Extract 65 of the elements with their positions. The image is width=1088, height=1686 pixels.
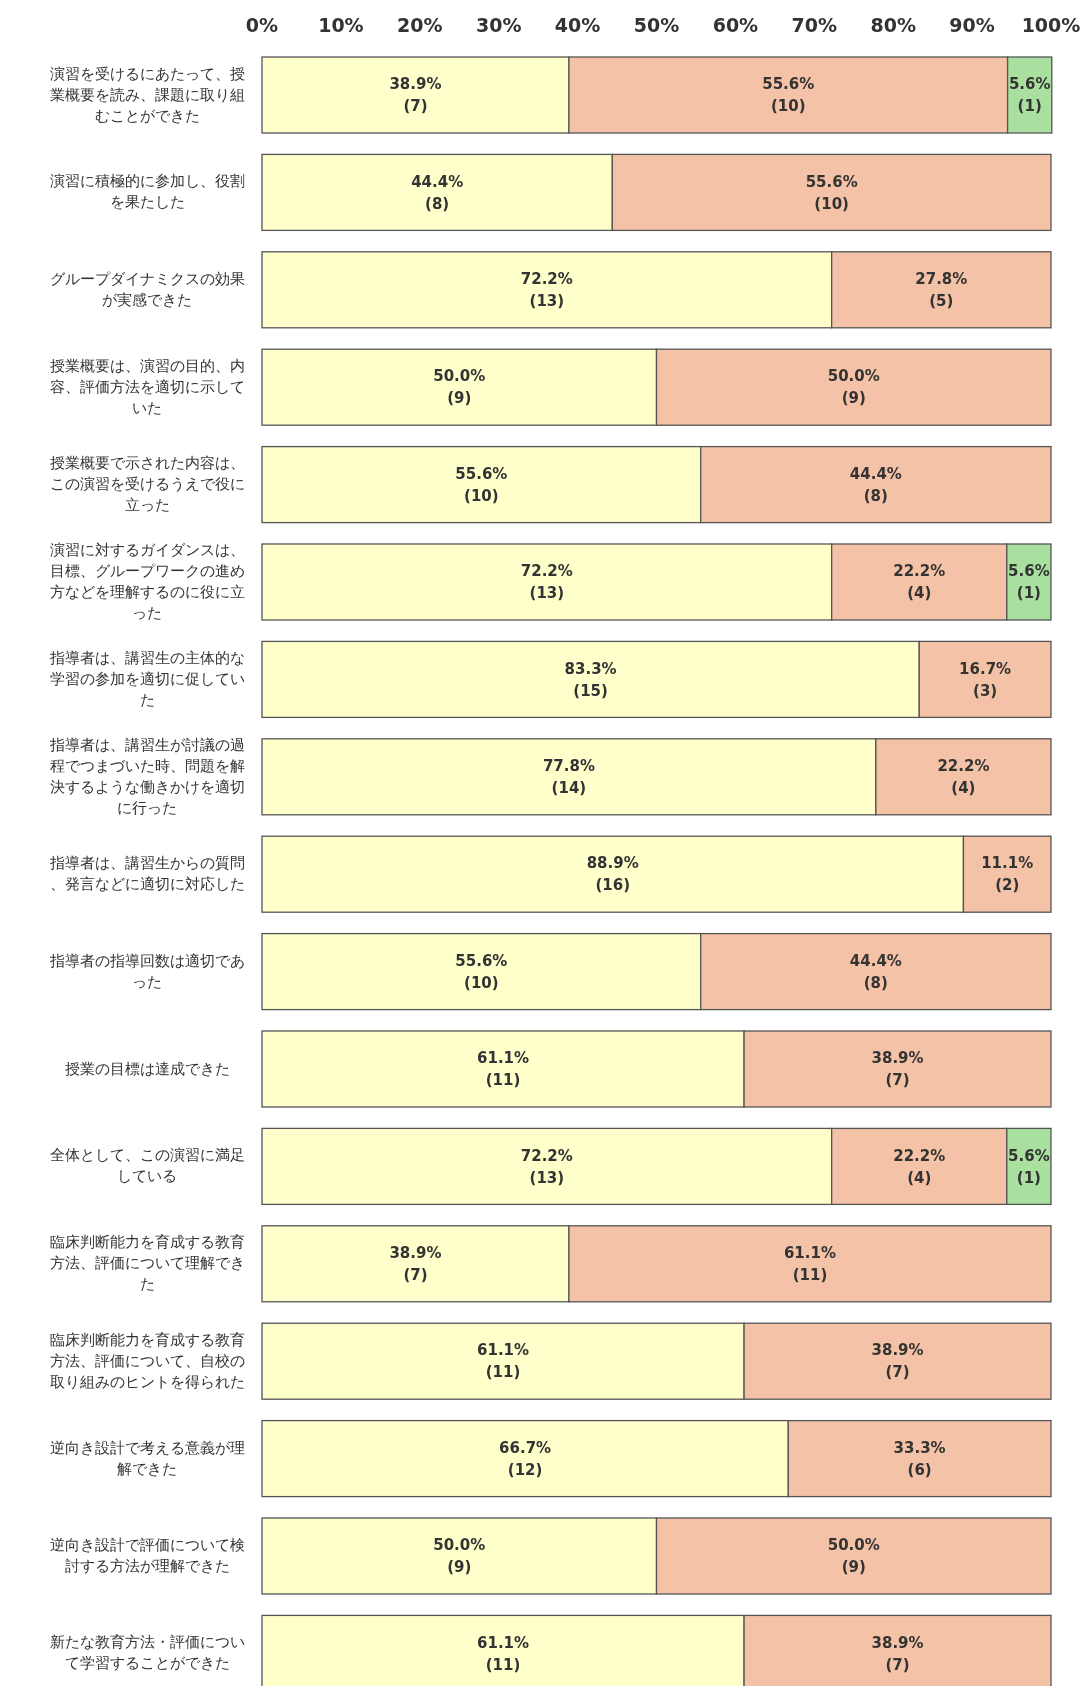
data-label: 61.1% (11): [477, 1049, 530, 1090]
data-label: 55.6% (10): [455, 464, 508, 505]
data-label: 5.6% (1): [1008, 75, 1051, 116]
y-tick-label: 指導者は、講習生からの質問、発言などに適切に対応した: [48, 854, 246, 895]
x-tick-label: 10%: [318, 13, 364, 36]
data-label: 83.3% (15): [564, 659, 617, 700]
x-tick-label: 20%: [397, 13, 443, 36]
data-label: 55.6% (10): [762, 75, 815, 116]
y-tick-label: 指導者は、講習生が討議の過程でつまづいた時、問題を解決するような働きかけを適切に行った: [48, 735, 246, 818]
x-tick-label: 90%: [949, 13, 995, 36]
data-label: 38.9% (7): [871, 1341, 924, 1382]
data-label: 61.1% (11): [477, 1633, 530, 1674]
data-label: 55.6% (10): [805, 172, 858, 213]
data-label: 72.2% (13): [520, 562, 573, 603]
data-label: 38.9% (7): [871, 1633, 924, 1674]
data-label: 72.2% (13): [520, 270, 573, 311]
data-label: 50.0% (9): [433, 1536, 486, 1577]
data-label: 44.4% (8): [849, 464, 902, 505]
x-tick-label: 40%: [554, 13, 601, 36]
y-tick-label: 演習を受けるにあたって、授業概要を読み、課題に取り組むことができた: [48, 64, 246, 126]
y-tick-label: 授業概要で示された内容は、この演習を受けるうえで役に立った: [48, 454, 246, 516]
y-tick-label: 授業概要は、演習の目的、内容、評価方法を適切に示していた: [48, 356, 246, 418]
data-label: 72.2% (13): [520, 1146, 573, 1187]
data-label: 33.3% (6): [893, 1438, 946, 1479]
y-tick-label: 指導者の指導回数は適切であった: [48, 951, 246, 992]
data-label: 50.0% (9): [433, 367, 486, 408]
x-tick-label: 100%: [1021, 13, 1081, 36]
data-label: 50.0% (9): [827, 1536, 880, 1577]
data-label: 22.2% (4): [893, 562, 946, 603]
data-label: 22.2% (4): [893, 1146, 946, 1187]
x-tick-label: 70%: [791, 13, 838, 36]
data-label: 16.7% (3): [959, 659, 1012, 700]
data-label: 5.6% (1): [1008, 562, 1050, 603]
y-tick-label: 演習に対するガイダンスは、目標、グループワークの進め方などを理解するのに役に立った: [48, 541, 246, 623]
data-label: 44.4% (8): [411, 172, 464, 213]
data-label: 5.6% (1): [1008, 1146, 1050, 1187]
x-tick-label: 60%: [712, 13, 759, 36]
y-tick-label: 全体として、この演習に満足している: [48, 1146, 246, 1187]
y-tick-label: 授業の目標は達成できた: [64, 1059, 230, 1079]
data-label: 38.9% (7): [871, 1049, 924, 1090]
data-label: 22.2% (4): [937, 757, 990, 798]
y-tick-label: 新たな教育方法・評価について学習することができた: [48, 1633, 246, 1674]
data-label: 61.1% (11): [783, 1244, 836, 1285]
y-tick-label: 臨床判断能力を育成する教育方法、評価について、自校の取り組みのヒントを得られた: [48, 1330, 246, 1392]
y-tick-label: グループダイナミクスの効果が実感できた: [48, 269, 246, 310]
data-label: 38.9% (7): [389, 75, 442, 116]
x-tick-label: 0%: [245, 13, 279, 36]
data-label: 38.9% (7): [389, 1244, 442, 1285]
x-tick-label: 30%: [475, 13, 522, 36]
x-tick-label: 50%: [633, 13, 680, 36]
y-tick-label: 指導者は、講習生の主体的な学習の参加を適切に促していた: [48, 648, 246, 710]
data-label: 11.1% (2): [981, 854, 1034, 895]
y-tick-label: 逆向き設計で評価について検討する方法が理解できた: [48, 1536, 246, 1576]
data-label: 55.6% (10): [455, 951, 508, 992]
y-tick-label: 演習に積極的に参加し、役割を果たした: [48, 172, 246, 213]
data-label: 88.9% (16): [586, 854, 639, 895]
data-label: 27.8% (5): [915, 270, 968, 311]
y-tick-label: 逆向き設計で考える意義が理解できた: [48, 1438, 246, 1479]
data-label: 66.7% (12): [499, 1438, 552, 1479]
x-tick-label: 80%: [870, 13, 916, 36]
data-label: 44.4% (8): [849, 951, 902, 992]
data-label: 77.8% (14): [542, 757, 595, 798]
y-tick-label: 臨床判断能力を育成する教育方法、評価について理解できた: [48, 1233, 246, 1295]
data-label: 61.1% (11): [477, 1341, 530, 1382]
data-label: 50.0% (9): [827, 367, 880, 408]
